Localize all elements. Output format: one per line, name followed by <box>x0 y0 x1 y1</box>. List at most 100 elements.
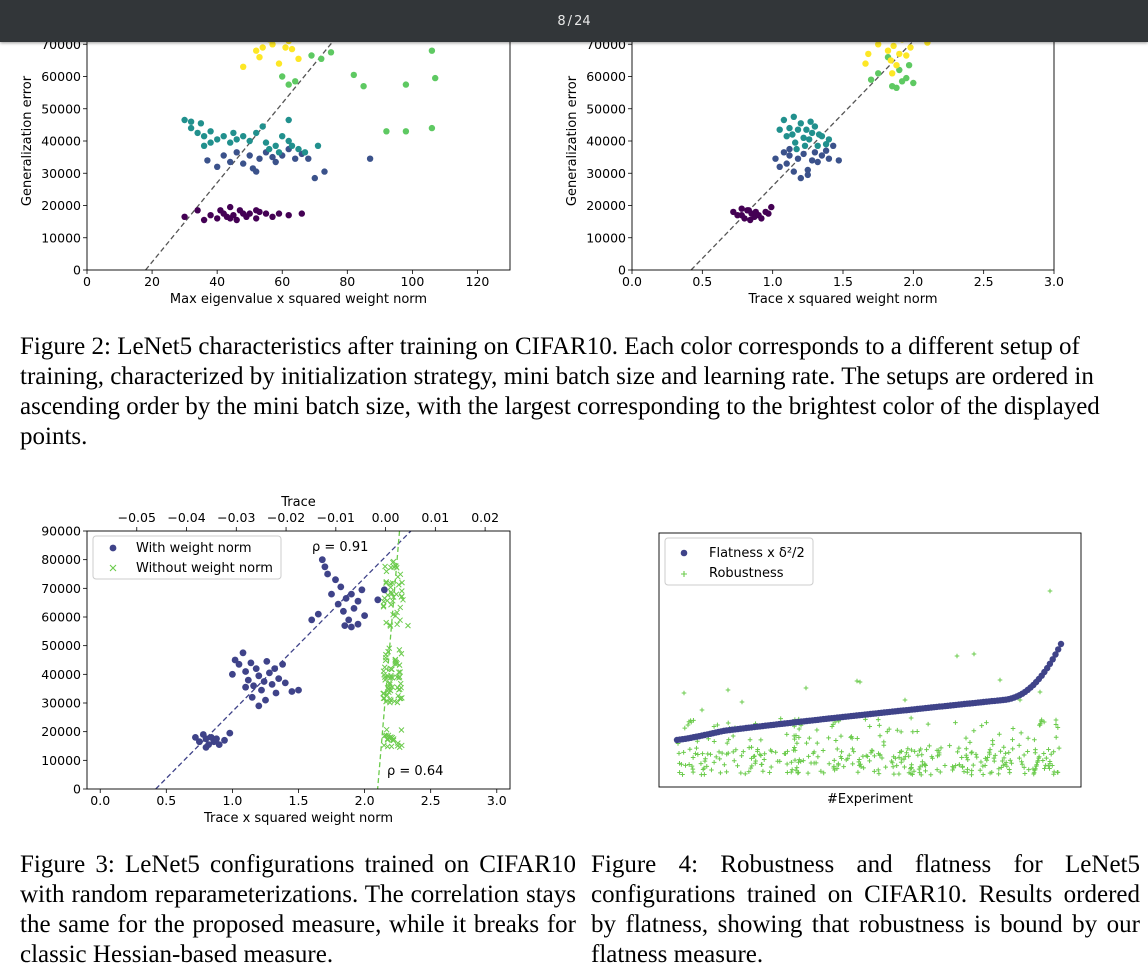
robustness-outlier <box>857 679 863 685</box>
robustness-point <box>725 720 731 726</box>
robustness-point <box>991 755 997 761</box>
data-point <box>269 41 276 48</box>
data-point <box>298 210 305 217</box>
robustness-point <box>872 769 877 774</box>
data-point-with-weight-norm <box>288 688 296 695</box>
data-point <box>907 44 914 51</box>
data-point <box>200 142 208 149</box>
figure-3-plot-area <box>155 531 412 789</box>
robustness-point <box>867 758 872 764</box>
data-point-with-weight-norm <box>350 605 358 612</box>
robustness-point <box>818 768 824 774</box>
data-point <box>318 55 325 62</box>
x-tick-label: 2.5 <box>421 793 441 808</box>
data-point-with-weight-norm <box>215 741 223 748</box>
data-point <box>285 81 292 88</box>
robustness-point <box>1041 719 1047 725</box>
data-point <box>822 147 830 154</box>
robustness-point <box>747 737 753 743</box>
robustness-point <box>899 756 905 762</box>
robustness-point <box>897 750 903 755</box>
robustness-point <box>836 761 841 767</box>
robustness-point <box>677 770 682 775</box>
data-point <box>910 79 917 87</box>
robustness-point <box>942 763 948 768</box>
data-point-without-weight-norm <box>381 742 387 749</box>
data-point <box>181 213 188 220</box>
robustness-point <box>902 764 907 770</box>
robustness-point <box>1056 745 1062 751</box>
robustness-point <box>807 735 812 741</box>
robustness-point <box>676 751 682 756</box>
data-point <box>792 139 799 146</box>
y-tick-label: 70000 <box>41 581 81 596</box>
data-point <box>428 124 436 132</box>
y-tick-label: 50000 <box>41 638 81 653</box>
data-point <box>207 139 214 146</box>
robustness-point <box>936 748 942 754</box>
robustness-point <box>677 761 682 766</box>
robustness-point <box>821 770 826 776</box>
data-point-with-weight-norm <box>354 597 362 605</box>
robustness-point <box>916 766 922 772</box>
data-point-without-weight-norm <box>381 695 388 702</box>
x2-tick-label: 0.02 <box>471 510 499 525</box>
data-point <box>285 137 292 145</box>
robustness-point <box>792 748 798 753</box>
robustness-point <box>917 764 923 770</box>
data-point <box>366 155 374 162</box>
robustness-point <box>984 720 989 725</box>
data-point <box>780 149 788 156</box>
robustness-point <box>700 751 705 756</box>
robustness-point <box>830 722 836 727</box>
data-point-without-weight-norm <box>380 598 387 605</box>
data-point <box>432 74 439 82</box>
robustness-point <box>990 738 995 743</box>
legend-label-flatness: Flatness x δ²/2 <box>709 546 805 561</box>
data-point <box>292 78 299 85</box>
robustness-point <box>846 752 852 758</box>
y-tick-label: 60000 <box>41 610 81 625</box>
data-point <box>269 213 276 220</box>
robustness-point <box>855 736 860 741</box>
data-point <box>272 142 279 149</box>
robustness-point <box>1010 737 1015 742</box>
robustness-point <box>711 724 717 729</box>
robustness-point <box>875 717 881 722</box>
data-point <box>794 155 802 162</box>
y-tick-label: 0 <box>73 263 81 278</box>
data-point <box>402 81 410 88</box>
robustness-point <box>796 770 801 775</box>
robustness-point <box>969 749 975 755</box>
robustness-point <box>718 770 723 776</box>
robustness-point <box>687 746 693 752</box>
data-point-without-weight-norm <box>400 596 406 603</box>
trend-line <box>690 12 942 270</box>
data-point-with-weight-norm <box>334 600 342 608</box>
x-tick-label: 0.0 <box>90 793 110 808</box>
robustness-point <box>1019 759 1024 765</box>
data-point <box>214 215 221 222</box>
data-point-without-weight-norm <box>394 621 400 628</box>
data-point <box>204 157 211 164</box>
data-point-without-weight-norm <box>397 669 404 675</box>
robustness-point <box>967 740 973 745</box>
robustness-point <box>693 751 698 756</box>
robustness-point <box>1009 760 1014 766</box>
robustness-point <box>856 759 862 765</box>
robustness-point <box>997 731 1002 737</box>
robustness-point <box>985 755 990 760</box>
robustness-point <box>796 735 802 740</box>
robustness-point <box>1040 758 1046 763</box>
robustness-point <box>796 726 802 732</box>
x-axis-label: Trace x squared weight norm <box>747 292 937 307</box>
data-point <box>233 149 240 156</box>
robustness-point <box>925 721 931 727</box>
data-point-without-weight-norm <box>382 654 389 661</box>
x-tick-label: 2.0 <box>355 793 375 808</box>
data-point-without-weight-norm <box>384 592 391 598</box>
robustness-point <box>741 749 746 754</box>
robustness-point <box>894 763 899 768</box>
robustness-point <box>686 719 692 725</box>
robustness-point <box>919 752 925 758</box>
